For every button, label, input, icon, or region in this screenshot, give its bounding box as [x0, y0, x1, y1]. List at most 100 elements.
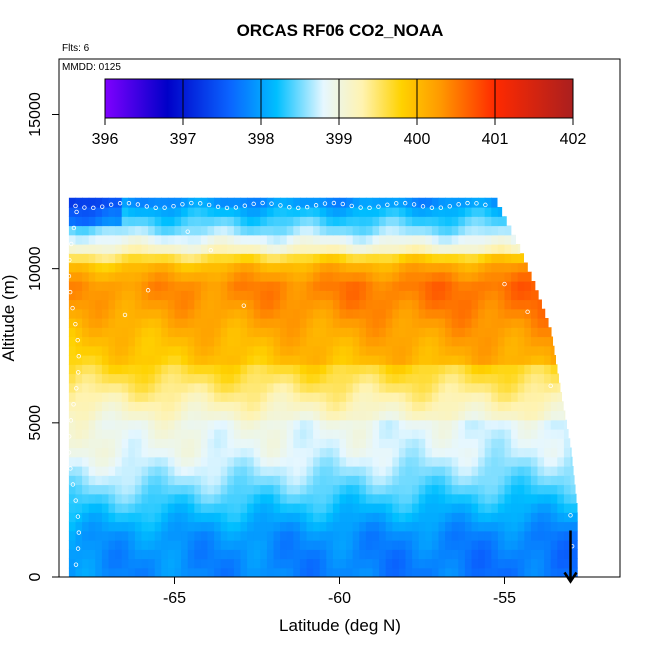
heatmap-cell	[141, 345, 149, 356]
heatmap-cell	[207, 410, 215, 421]
heatmap-cell	[365, 345, 374, 356]
heatmap-cell	[445, 401, 453, 412]
heatmap-cell	[524, 558, 532, 569]
heatmap-cell	[332, 327, 341, 338]
heatmap-cell	[253, 281, 261, 291]
heatmap-cell	[372, 355, 380, 365]
heatmap-cell	[95, 484, 103, 495]
heatmap-cell	[464, 475, 473, 486]
heatmap-cell	[154, 318, 162, 328]
heatmap-cell	[385, 336, 393, 347]
heatmap-cell	[220, 493, 228, 504]
heatmap-cell	[524, 355, 532, 365]
heatmap-cell	[233, 225, 242, 236]
heatmap-cell	[478, 336, 486, 347]
heatmap-cell	[214, 345, 222, 356]
heatmap-cell	[359, 225, 367, 236]
heatmap-cell	[438, 438, 446, 449]
heatmap-cell	[233, 299, 242, 310]
heatmap-cell	[530, 549, 539, 560]
heatmap-cell	[418, 336, 426, 347]
heatmap-cell	[200, 438, 209, 449]
heatmap-cell	[346, 299, 354, 310]
heatmap-cell	[326, 410, 334, 421]
heatmap-cell	[253, 373, 261, 384]
heatmap-cell	[167, 308, 176, 319]
heatmap-cell	[306, 281, 314, 291]
heatmap-cell	[75, 327, 83, 338]
heatmap-cell	[75, 225, 83, 236]
heatmap-cell	[438, 234, 446, 245]
heatmap-cell	[240, 410, 248, 421]
heatmap-cell	[537, 318, 545, 328]
heatmap-cell	[154, 197, 162, 208]
heatmap-cell	[108, 438, 116, 449]
heatmap-cell	[240, 364, 248, 375]
heatmap-cell	[550, 355, 556, 365]
heatmap-cell	[187, 216, 195, 227]
heatmap-cell	[95, 540, 103, 550]
heatmap-cell	[88, 271, 96, 282]
heatmap-cell	[207, 355, 215, 365]
heatmap-cell	[451, 308, 459, 319]
heatmap-cell	[484, 197, 492, 208]
heatmap-cell	[326, 197, 334, 208]
heatmap-cell	[372, 512, 380, 523]
heatmap-cell	[101, 225, 110, 236]
heatmap-cell	[75, 244, 83, 254]
heatmap-cell	[445, 225, 453, 236]
heatmap-cell	[95, 419, 103, 430]
heatmap-cell	[128, 475, 136, 486]
heatmap-cell	[200, 475, 209, 486]
heatmap-cell	[398, 410, 407, 421]
heatmap-cell	[260, 438, 268, 449]
heatmap-cell	[319, 281, 327, 291]
heatmap-cell	[82, 336, 90, 347]
heatmap-cell	[299, 567, 308, 577]
heatmap-cell	[200, 567, 209, 577]
heatmap-cell	[511, 410, 519, 421]
heatmap-cell	[299, 429, 308, 439]
heatmap-cell	[82, 373, 90, 384]
heatmap-cell	[280, 336, 288, 347]
heatmap-cell	[372, 456, 380, 467]
heatmap-cell	[247, 382, 255, 393]
heatmap-cell	[365, 336, 374, 347]
heatmap-cell	[194, 558, 202, 569]
heatmap-cell	[75, 234, 83, 245]
heatmap-cell	[233, 401, 242, 412]
heatmap-cell	[458, 392, 466, 402]
heatmap-cell	[108, 327, 116, 338]
heatmap-cell	[306, 419, 314, 430]
heatmap-cell	[247, 438, 255, 449]
heatmap-cell	[148, 216, 156, 227]
heatmap-cell	[181, 530, 189, 541]
heatmap-cell	[332, 197, 341, 208]
heatmap-cell	[438, 225, 446, 236]
heatmap-cell	[88, 438, 96, 449]
heatmap-cell	[161, 355, 169, 365]
heatmap-cell	[550, 419, 558, 430]
heatmap-cell	[167, 549, 176, 560]
heatmap-cell	[134, 327, 143, 338]
heatmap-cell	[544, 382, 552, 393]
heatmap-cell	[154, 253, 162, 264]
heatmap-cell	[530, 438, 539, 449]
observation-point	[153, 205, 158, 210]
heatmap-cell	[365, 549, 374, 560]
heatmap-cell	[128, 290, 136, 301]
heatmap-cell	[346, 207, 354, 217]
heatmap-cell	[167, 290, 176, 301]
heatmap-cell	[88, 549, 96, 560]
heatmap-cell	[299, 530, 308, 541]
heatmap-cell	[154, 392, 162, 402]
heatmap-cell	[121, 271, 129, 282]
heatmap-cell	[491, 401, 499, 412]
heatmap-cell	[550, 540, 558, 550]
heatmap-cell	[214, 244, 222, 254]
heatmap-cell	[306, 244, 314, 254]
heatmap-cell	[530, 392, 539, 402]
heatmap-cell	[464, 466, 473, 476]
heatmap-cell	[524, 382, 532, 393]
heatmap-cell	[385, 308, 393, 319]
